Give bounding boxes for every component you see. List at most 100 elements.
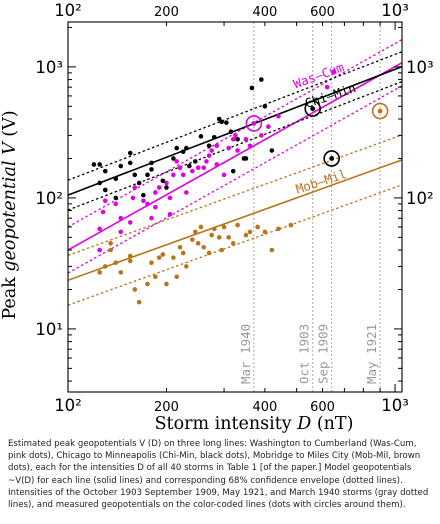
x-tick-label: 400 [253, 400, 278, 415]
data-point [206, 153, 212, 158]
confidence-line [68, 51, 402, 181]
data-point [190, 237, 195, 242]
data-point [211, 135, 217, 140]
data-point [255, 224, 260, 230]
data-point [174, 145, 180, 151]
data-point [180, 172, 186, 178]
data-point [153, 190, 158, 195]
data-point [201, 165, 207, 170]
measured-circle [323, 150, 340, 167]
y-tick-label: 10¹ [35, 320, 63, 339]
measured-point [310, 106, 316, 112]
data-point [221, 224, 227, 230]
data-point [243, 156, 249, 161]
data-point [219, 119, 224, 125]
data-point [113, 176, 119, 182]
data-point [153, 274, 158, 280]
series-label: Mob–Mil [294, 166, 349, 197]
x-tick-label: 10² [54, 396, 82, 415]
data-point [195, 165, 201, 170]
data-point [145, 281, 150, 287]
data-point [226, 235, 232, 240]
data-point [206, 250, 212, 256]
y-tick-label-right: 10² [406, 189, 434, 208]
storm-line-label: May 1921 [364, 324, 379, 384]
data-point [136, 180, 142, 186]
data-point [201, 244, 207, 250]
data-point [167, 211, 173, 217]
storm-line-label: Mar 1940 [238, 324, 253, 384]
data-point [118, 215, 124, 221]
data-point [102, 264, 108, 269]
chart: Mar 1940 Oct 1903 Sep 1909 May 1921 10² 200 4… [0, 1, 434, 434]
data-point [108, 241, 113, 246]
data-point [184, 264, 189, 269]
data-point [132, 185, 138, 190]
x-tick-label-top: 200 [154, 5, 179, 20]
data-point [177, 165, 183, 170]
data-point [247, 229, 253, 235]
data-point [164, 281, 169, 287]
x-axis-label: Storm intensity D (nT) [155, 414, 354, 434]
data-point [192, 159, 198, 164]
data-point [149, 167, 154, 172]
y-tick-label: 10² [35, 189, 63, 208]
data-point [269, 148, 275, 153]
data-point [118, 163, 124, 169]
data-point [177, 244, 183, 250]
data-point [141, 192, 146, 198]
measured-circle [304, 100, 322, 117]
data-point [262, 104, 268, 109]
confidence-line [68, 85, 402, 274]
data-point [243, 232, 249, 238]
data-point [167, 195, 173, 201]
data-point [174, 274, 180, 280]
data-point [171, 156, 176, 161]
data-point [226, 145, 232, 151]
data-point [153, 204, 158, 210]
data-point [235, 222, 240, 228]
x-tick-label-top: 10² [54, 1, 82, 20]
data-point [113, 260, 119, 266]
plot-frame [67, 21, 403, 393]
data-point [130, 195, 136, 201]
data-point [132, 172, 138, 178]
data-point [113, 201, 119, 207]
data-point [171, 255, 176, 260]
data-point [214, 143, 220, 149]
data-point [102, 198, 108, 204]
data-point [211, 226, 217, 232]
data-point [230, 168, 236, 174]
data-point [221, 172, 227, 178]
data-point [198, 224, 204, 230]
x-tick-label: 200 [154, 400, 179, 415]
data-point [164, 185, 169, 190]
data-point [184, 190, 189, 195]
confidence-line [68, 134, 402, 256]
data-point [100, 209, 106, 215]
confidence-line [68, 80, 402, 211]
data-point [127, 258, 133, 264]
data-point [149, 215, 154, 221]
data-point [164, 180, 169, 186]
measured-circle [245, 115, 263, 132]
data-point [97, 162, 102, 167]
data-point [209, 148, 214, 153]
data-point [91, 162, 97, 167]
measured-point [377, 108, 383, 114]
storm-line-label: Sep 1909 [316, 324, 331, 384]
data-point [266, 124, 271, 129]
data-point [174, 159, 180, 164]
data-point [180, 149, 186, 155]
data-point [127, 150, 133, 156]
measured-circle [371, 102, 389, 120]
data-point [97, 270, 102, 275]
x-tick-label-top: 600 [310, 5, 335, 20]
measured-point [329, 156, 335, 161]
x-tick-label: 600 [310, 400, 335, 415]
data-point [102, 187, 108, 193]
fit-line [68, 159, 402, 282]
data-point [324, 84, 330, 90]
y-axis-label: Peak geopotential V (V) [0, 110, 20, 319]
data-point [214, 162, 220, 167]
